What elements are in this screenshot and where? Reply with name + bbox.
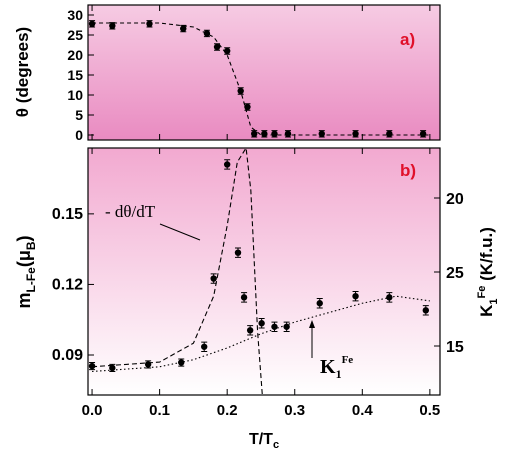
- data-point: [178, 359, 185, 366]
- data-point: [316, 300, 323, 307]
- data-point: [271, 323, 278, 330]
- data-point: [386, 294, 393, 301]
- data-point: [210, 275, 217, 282]
- data-point: [109, 364, 116, 372]
- y-tick-label: 30: [67, 7, 83, 23]
- data-point: [213, 43, 221, 51]
- data-point: [284, 130, 292, 137]
- data-point: [244, 103, 251, 111]
- data-point: [203, 30, 211, 37]
- y-tick-label: 20: [67, 47, 83, 63]
- y-tick-label: 0.12: [52, 276, 83, 293]
- data-point: [386, 130, 393, 137]
- fit-curve: [92, 295, 430, 373]
- y2-tick-label: 15: [446, 339, 464, 356]
- x-tick-label: 0.3: [284, 402, 305, 419]
- data-point: [88, 20, 96, 27]
- data-point: [352, 293, 359, 300]
- y-tick-label: 0.15: [52, 206, 83, 223]
- data-point: [237, 87, 244, 95]
- annotation-arrow: [159, 223, 201, 241]
- data-point: [283, 323, 290, 330]
- x-axis-label: T/Tc: [249, 431, 279, 451]
- panel-a: [87, 4, 441, 141]
- annotation: - dθ/dT: [105, 202, 156, 221]
- data-point: [258, 320, 265, 327]
- y-tick-label: 5: [75, 107, 83, 123]
- data-point: [88, 362, 96, 370]
- panel-b: [87, 147, 441, 396]
- fit-curve: [92, 22, 430, 136]
- data-point: [352, 130, 359, 137]
- x-tick-label: 0.5: [419, 402, 440, 419]
- panel-label: a): [400, 30, 415, 49]
- y-axis-label: θ (degrees): [13, 27, 32, 117]
- x-tick-label: 0.0: [82, 402, 103, 419]
- y2-tick-label: 20: [446, 191, 464, 208]
- y-tick-label: 25: [67, 27, 83, 43]
- data-point: [144, 361, 152, 368]
- y-tick-label: 10: [67, 87, 83, 103]
- x-tick-label: 0.1: [149, 402, 170, 419]
- y-tick-label: 15: [67, 67, 83, 83]
- data-point: [240, 294, 248, 301]
- data-point: [271, 130, 278, 137]
- data-point: [109, 22, 116, 29]
- y2-axis-label: K1Fe (K/f.u.): [476, 227, 500, 317]
- data-point: [223, 47, 231, 55]
- data-point: [419, 130, 427, 137]
- panel-label: b): [400, 161, 416, 180]
- x-tick-label: 0.2: [217, 402, 238, 419]
- annotation: K1Fe: [320, 354, 353, 381]
- y2-tick-label: 25: [446, 265, 464, 282]
- data-point: [201, 343, 208, 350]
- y-axis-label: mL-Fe(μB): [14, 235, 38, 308]
- x-tick-label: 0.4: [352, 402, 374, 419]
- arrow-head: [309, 320, 315, 328]
- data-point: [251, 130, 258, 137]
- data-point: [146, 20, 153, 27]
- data-point: [261, 130, 268, 137]
- y-tick-label: 0: [75, 127, 83, 143]
- data-point: [318, 130, 325, 137]
- data-point: [180, 25, 187, 32]
- y-tick-label: 0.09: [52, 347, 83, 364]
- data-point: [246, 327, 254, 334]
- data-point: [223, 161, 231, 168]
- data-point: [422, 307, 430, 314]
- data-point: [234, 249, 242, 256]
